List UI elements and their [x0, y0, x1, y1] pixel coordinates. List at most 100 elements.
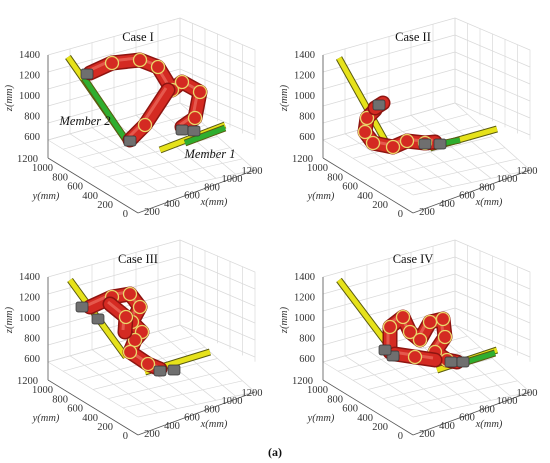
y-tick-label: 1000 [32, 163, 53, 174]
y-tick-label: 800 [327, 172, 343, 183]
robot-module [124, 346, 137, 359]
robot-module [384, 321, 397, 334]
robot-joint [434, 139, 446, 149]
x-tick-label: 1200 [242, 388, 263, 399]
x-axis-label: x(mm) [475, 419, 503, 430]
robot-joint [76, 302, 88, 312]
z-tick-label: 1000 [294, 313, 315, 324]
robot-joint [81, 69, 93, 79]
y-axis-label: y(mm) [307, 413, 335, 424]
panel-title: Case IV [393, 252, 434, 266]
panel-title: Case I [122, 30, 154, 44]
y-tick-label: 200 [97, 200, 113, 211]
y-tick-label: 200 [97, 422, 113, 433]
robot-module [134, 301, 147, 314]
robot-joint [188, 126, 200, 136]
y-axis-label: y(mm) [32, 191, 60, 202]
panel-title: Case II [395, 30, 431, 44]
y-tick-label: 1000 [307, 163, 328, 174]
y-tick-label: 600 [342, 404, 358, 415]
robot-joint [168, 365, 180, 375]
y-tick-label: 0 [398, 431, 403, 442]
robot-module [367, 137, 380, 150]
panel-title: Case III [118, 252, 158, 266]
robot-joint [124, 136, 136, 146]
y-tick-label: 400 [357, 413, 373, 424]
x-tick-label: 400 [439, 421, 455, 432]
robot-module [414, 334, 427, 347]
robot-module [409, 351, 422, 364]
y-axis-label: y(mm) [32, 413, 60, 424]
z-tick-label: 1000 [19, 313, 40, 324]
robot-module [189, 112, 202, 125]
y-tick-label: 1000 [307, 385, 328, 396]
x-tick-label: 800 [204, 182, 220, 193]
y-tick-label: 400 [82, 191, 98, 202]
robot-joint [176, 125, 188, 135]
y-tick-label: 200 [372, 422, 388, 433]
plot-panel: 140012001000800600120010008006004002000 2… [4, 240, 263, 442]
robot-module [397, 311, 410, 324]
x-tick-label: 1000 [222, 396, 243, 407]
robot-joint [154, 366, 166, 376]
x-tick-label: 600 [459, 191, 475, 202]
member-2-green [84, 78, 128, 143]
robot-joint [457, 357, 469, 367]
x-tick-label: 200 [144, 207, 160, 218]
x-tick-label: 400 [439, 199, 455, 210]
y-tick-label: 800 [327, 394, 343, 405]
z-tick-label: 600 [24, 354, 40, 365]
robot-joint [419, 139, 431, 149]
y-tick-label: 0 [123, 431, 128, 442]
robot-module [401, 135, 414, 148]
plot-panel: 140012001000800600120010008006004002000 2… [4, 18, 263, 220]
y-tick-label: 800 [52, 172, 68, 183]
z-axis-label: z(mm) [4, 84, 15, 112]
robot-module [139, 119, 152, 132]
z-tick-label: 1400 [19, 272, 40, 283]
robot-module [176, 76, 189, 89]
robot-module [437, 313, 450, 326]
z-tick-label: 1200 [19, 293, 40, 304]
x-tick-label: 1200 [517, 166, 538, 177]
z-tick-label: 800 [24, 112, 40, 123]
x-tick-label: 200 [419, 207, 435, 218]
y-tick-label: 600 [67, 182, 83, 193]
x-axis-label: x(mm) [200, 197, 228, 208]
robot-module [387, 141, 400, 154]
z-axis-label: z(mm) [279, 84, 290, 112]
robot-module [142, 358, 155, 371]
y-tick-label: 800 [52, 394, 68, 405]
robot-joint [445, 357, 457, 367]
z-tick-label: 800 [24, 334, 40, 345]
y-tick-label: 600 [342, 182, 358, 193]
x-tick-label: 1200 [242, 166, 263, 177]
z-tick-label: 1400 [19, 50, 40, 61]
x-tick-label: 1000 [497, 396, 518, 407]
grid-lines [48, 240, 255, 417]
y-tick-label: 400 [357, 191, 373, 202]
grid-lines [323, 18, 530, 195]
robot-module [194, 86, 207, 99]
z-tick-label: 1200 [19, 71, 40, 82]
robot-module [424, 316, 437, 329]
x-tick-label: 600 [459, 413, 475, 424]
z-tick-label: 600 [299, 354, 315, 365]
robot-module [106, 57, 119, 70]
x-tick-label: 600 [184, 413, 200, 424]
z-tick-label: 600 [24, 132, 40, 143]
z-tick-label: 1400 [294, 272, 315, 283]
x-tick-label: 800 [479, 404, 495, 415]
y-tick-label: 0 [398, 209, 403, 220]
x-tick-label: 400 [164, 199, 180, 210]
x-tick-label: 400 [164, 421, 180, 432]
robot-module [359, 126, 372, 139]
z-axis-label: z(mm) [279, 306, 290, 334]
z-tick-label: 800 [299, 112, 315, 123]
z-tick-label: 800 [299, 334, 315, 345]
y-tick-label: 1000 [32, 385, 53, 396]
robot-module [152, 61, 165, 74]
robot-joint [373, 100, 385, 110]
x-tick-label: 800 [479, 182, 495, 193]
